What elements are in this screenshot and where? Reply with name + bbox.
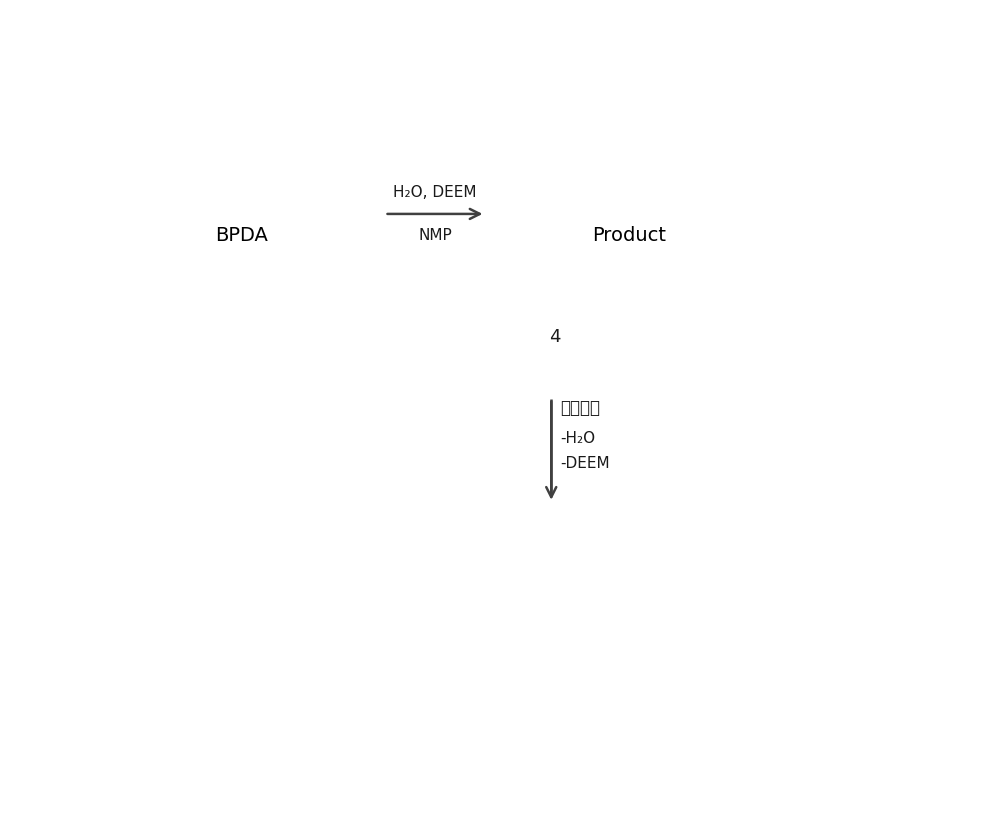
Text: Product: Product <box>592 226 666 245</box>
Text: NMP: NMP <box>418 227 452 242</box>
Text: -DEEM: -DEEM <box>561 456 610 471</box>
Text: 固化温度: 固化温度 <box>561 399 601 416</box>
Text: BPDA: BPDA <box>215 226 268 245</box>
Text: 4: 4 <box>549 328 561 347</box>
Text: H₂O, DEEM: H₂O, DEEM <box>393 185 477 200</box>
Text: -H₂O: -H₂O <box>561 431 596 446</box>
